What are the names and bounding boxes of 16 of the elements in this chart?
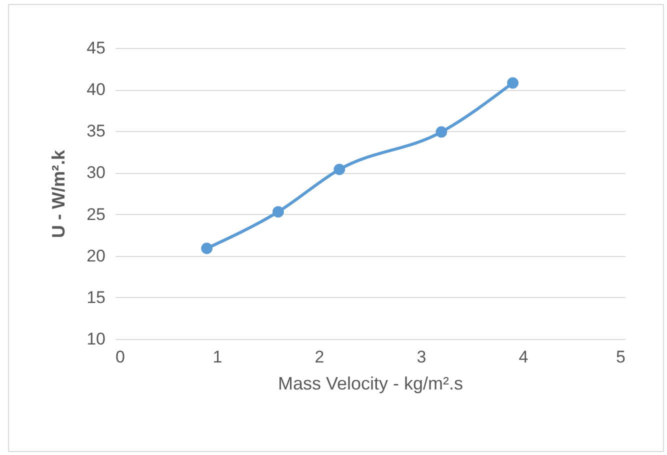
y-tick-label: 40 — [86, 80, 106, 100]
y-tick-label: 45 — [86, 38, 106, 58]
x-tick-label: 3 — [416, 348, 426, 366]
x-tick-label: 1 — [212, 348, 222, 366]
x-tick-label: 5 — [616, 348, 626, 366]
x-tick-label: 2 — [314, 348, 324, 366]
x-tick-label: 4 — [518, 348, 528, 366]
y-tick-label: 30 — [86, 163, 106, 182]
y-tick-label: 15 — [86, 288, 106, 307]
y-tick-label: 35 — [86, 122, 106, 141]
x-tick-label: 0 — [116, 348, 125, 366]
y-tick-label: 25 — [86, 204, 106, 224]
y-axis-title: U - W/m².k — [48, 149, 69, 238]
x-axis-title: Mass Velocity - kg/m².s — [278, 374, 464, 394]
y-tick-label: 20 — [86, 246, 106, 266]
y-tick-label: 10 — [86, 330, 106, 348]
